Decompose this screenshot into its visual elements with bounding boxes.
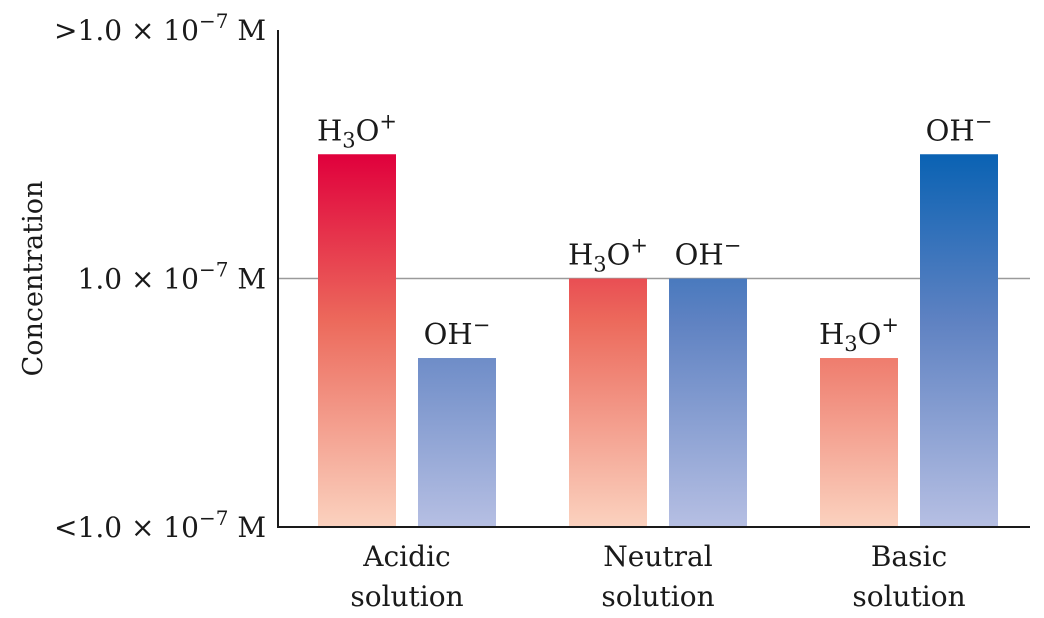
bar-label-oh-basic: OH− xyxy=(926,109,993,147)
bar-h3o-neutral xyxy=(569,278,647,527)
bar-oh-neutral xyxy=(669,278,747,527)
y-tick-label-high: >1.0 × 10−7 M xyxy=(54,9,266,47)
bar-oh-basic xyxy=(920,154,998,527)
bar-label-oh-neutral: OH− xyxy=(675,234,742,272)
bar-label-oh-acidic: OH− xyxy=(424,313,491,351)
bar-oh-acidic xyxy=(418,358,496,527)
category-label-neutral-line2: solution xyxy=(601,580,714,613)
category-label-basic-line2: solution xyxy=(852,580,965,613)
y-axis-title: Concentration xyxy=(18,181,49,377)
y-tick-label-low: <1.0 × 10−7 M xyxy=(54,506,266,544)
y-tick-label-neutral: 1.0 × 10−7 M xyxy=(78,258,266,296)
bar-h3o-acidic xyxy=(318,154,396,527)
bar-label-h3o-neutral: H3O+ xyxy=(568,234,648,277)
category-label-acidic-line2: solution xyxy=(350,580,463,613)
bar-label-h3o-acidic: H3O+ xyxy=(317,109,397,152)
category-label-neutral-line1: Neutral xyxy=(603,540,712,573)
category-label-basic-line1: Basic xyxy=(871,540,947,573)
category-label-acidic-line1: Acidic xyxy=(362,540,450,573)
bar-label-h3o-basic: H3O+ xyxy=(819,313,899,356)
bar-h3o-basic xyxy=(820,358,898,527)
